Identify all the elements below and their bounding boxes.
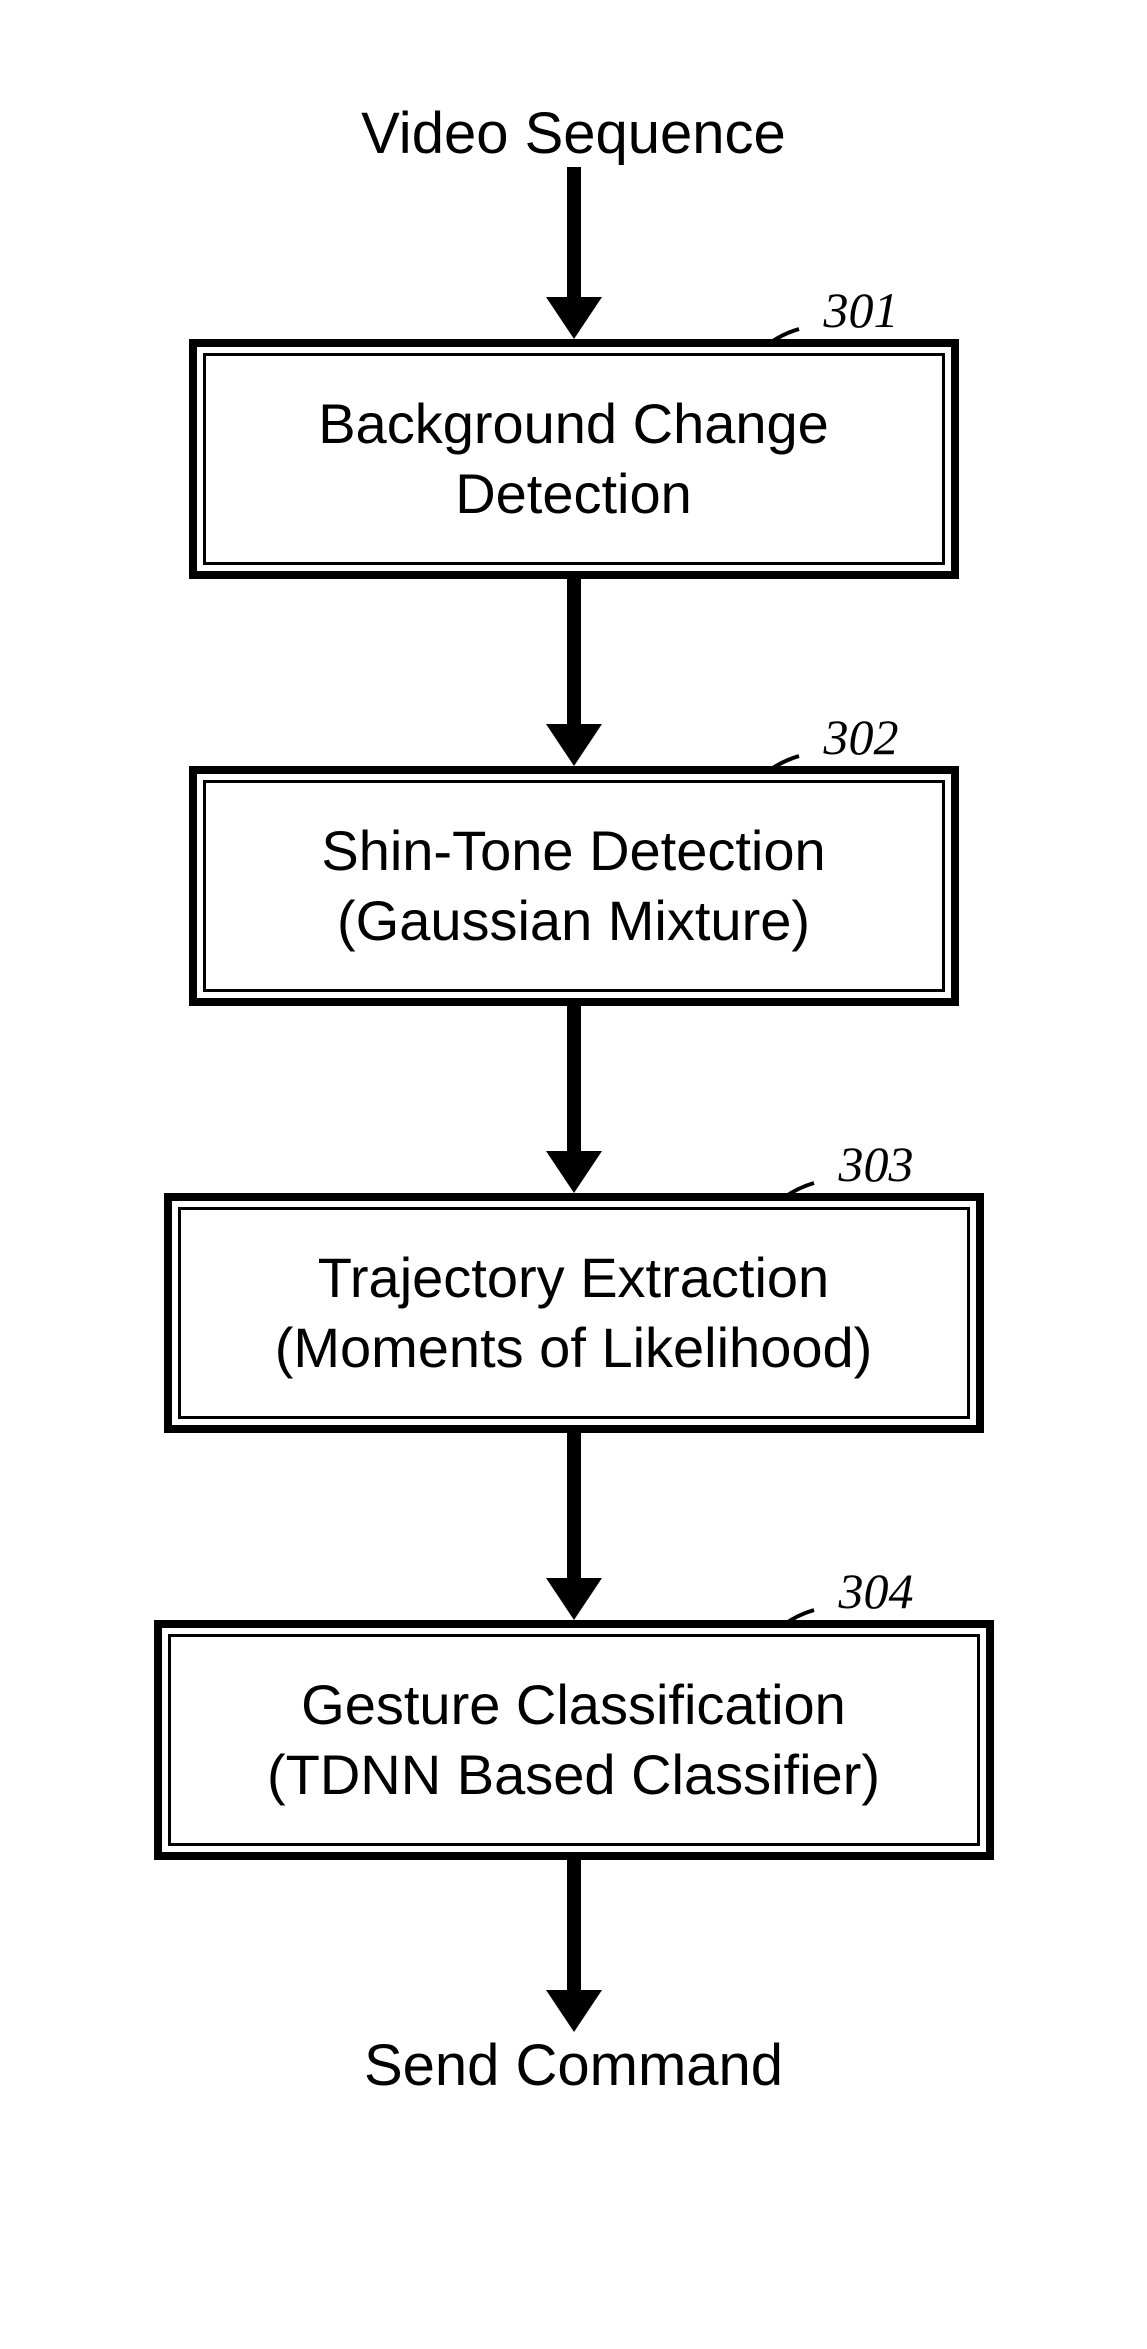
ref-label: 301 — [824, 281, 899, 339]
arrow — [546, 1006, 602, 1193]
box-text-line: Detection — [237, 459, 911, 529]
box-text-line: Gesture Classification — [202, 1670, 946, 1740]
ref-label: 302 — [824, 708, 899, 766]
arrow-shaft — [567, 167, 581, 297]
process-box: Gesture Classification (TDNN Based Class… — [154, 1620, 994, 1860]
box-text-line: Shin-Tone Detection — [237, 816, 911, 886]
arrow — [546, 167, 602, 339]
output-label: Send Command — [364, 2032, 783, 2099]
arrow-head-icon — [546, 724, 602, 766]
arrow-shaft — [567, 1433, 581, 1578]
arrow-head-icon — [546, 1578, 602, 1620]
ref-label: 304 — [839, 1562, 914, 1620]
arrow-shaft — [567, 1006, 581, 1151]
box-text-line: (Gaussian Mixture) — [237, 886, 911, 956]
arrow — [546, 579, 602, 766]
flowchart: Video Sequence 301 Background Change Det… — [154, 100, 994, 2099]
arrow-head-icon — [546, 1990, 602, 2032]
arrow-shaft — [567, 579, 581, 724]
input-label: Video Sequence — [361, 100, 786, 167]
arrow-head-icon — [546, 297, 602, 339]
box-wrap-301: 301 Background Change Detection — [189, 339, 959, 579]
arrow — [546, 1433, 602, 1620]
ref-label: 303 — [839, 1135, 914, 1193]
box-text-line: Trajectory Extraction — [212, 1243, 936, 1313]
arrow — [546, 1860, 602, 2032]
process-box: Trajectory Extraction (Moments of Likeli… — [164, 1193, 984, 1433]
box-text-line: Background Change — [237, 389, 911, 459]
arrow-shaft — [567, 1860, 581, 1990]
box-text-line: (Moments of Likelihood) — [212, 1313, 936, 1383]
arrow-head-icon — [546, 1151, 602, 1193]
process-box: Background Change Detection — [189, 339, 959, 579]
box-wrap-303: 303 Trajectory Extraction (Moments of Li… — [164, 1193, 984, 1433]
box-wrap-304: 304 Gesture Classification (TDNN Based C… — [154, 1620, 994, 1860]
box-wrap-302: 302 Shin-Tone Detection (Gaussian Mixtur… — [189, 766, 959, 1006]
process-box: Shin-Tone Detection (Gaussian Mixture) — [189, 766, 959, 1006]
box-text-line: (TDNN Based Classifier) — [202, 1740, 946, 1810]
